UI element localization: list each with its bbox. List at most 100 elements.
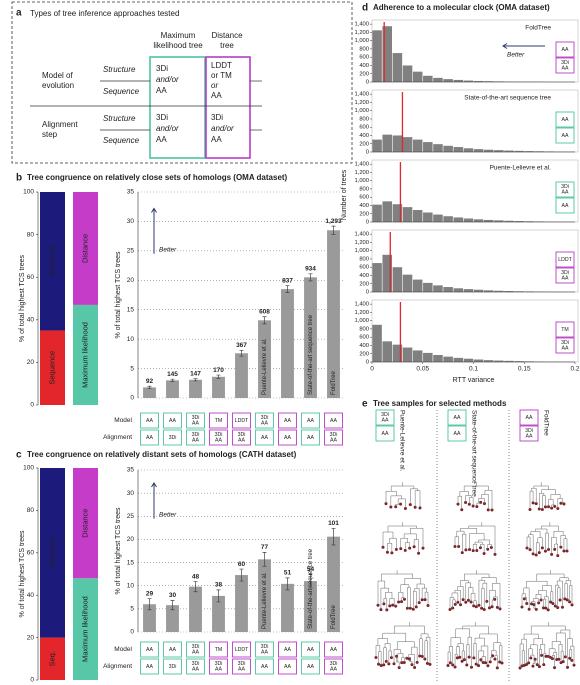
y-tick-label: 1,200: [354, 240, 369, 246]
method-token: AA: [215, 667, 222, 673]
count-label: 38: [215, 582, 223, 589]
y-tick-label: 80: [27, 507, 35, 514]
ml-content: 3Di: [156, 113, 168, 122]
y-tick-label: 60: [27, 274, 35, 281]
annotation: Better: [507, 52, 525, 59]
method-token: AA: [330, 667, 337, 673]
method-token: 3Di: [330, 432, 338, 438]
bar: [166, 605, 179, 632]
method-box: [232, 412, 251, 429]
method-box: [163, 641, 182, 658]
ml-content: and/or: [156, 124, 179, 133]
ml-content: and/or: [156, 75, 179, 84]
y-tick-label: 80: [27, 231, 35, 238]
bar: [258, 559, 271, 632]
stack-segment: [40, 468, 65, 638]
method-box: [232, 429, 251, 446]
y-tick-label: 40: [27, 592, 35, 599]
ml-content: AA: [156, 86, 167, 95]
bar-label: FoldTree: [331, 605, 337, 629]
histogram-bar: [423, 75, 433, 82]
distance-content: and/or: [211, 124, 234, 133]
method-token: AA: [562, 133, 569, 139]
y-tick-label: 200: [359, 351, 369, 357]
method-token: AA: [238, 667, 245, 673]
bar: [327, 230, 340, 398]
tree-branches: [521, 570, 573, 610]
histogram-bar: [412, 210, 423, 222]
method-token: AA: [169, 418, 176, 424]
method-token: AA: [562, 190, 569, 196]
histogram-bar: [402, 207, 413, 222]
method-token: AA: [562, 276, 569, 282]
method-box: [278, 641, 297, 658]
y-axis-label: Number of trees: [341, 169, 348, 220]
y-tick-label: 5: [130, 606, 134, 613]
stack-segment: [73, 468, 98, 579]
histogram-bar: [534, 151, 545, 152]
better-arrow: [151, 482, 157, 519]
column-label: Puente-Lelievre et al.: [398, 410, 405, 472]
method-token: AA: [382, 418, 389, 424]
y-tick-label: 15: [127, 306, 135, 313]
method-token: 3Di: [561, 270, 569, 276]
bar: [258, 320, 271, 398]
histogram-bar: [453, 288, 464, 292]
count-label: 92: [146, 378, 154, 385]
row-label: Model: [114, 417, 132, 424]
histogram-bar: [494, 290, 504, 292]
error-bar: [170, 600, 175, 611]
y-tick-label: 800: [359, 116, 369, 122]
count-label: 60: [238, 561, 246, 568]
method-box: [140, 658, 159, 675]
histogram-bar: [392, 204, 403, 222]
histogram-bar: [412, 71, 423, 82]
histogram-bar: [372, 204, 382, 222]
panel-title: Tree congruence on relatively close sets…: [27, 173, 288, 182]
error-bar: [216, 374, 221, 379]
method-box: [255, 412, 274, 429]
y-tick-label: 0: [366, 150, 369, 156]
histogram-bar: [483, 81, 494, 82]
bar: [235, 575, 248, 632]
input-label: Structure: [103, 65, 136, 74]
y-axis-label: % of total highest TCS trees: [115, 251, 122, 339]
method-box: [278, 412, 297, 429]
histogram-bar: [382, 134, 392, 152]
y-tick-label: 1,200: [354, 30, 369, 36]
bar: [281, 583, 294, 632]
y-tick-label: 10: [127, 582, 135, 589]
method-token: TM: [215, 418, 223, 424]
distance-box: [205, 56, 251, 159]
histogram-bar: [463, 218, 474, 222]
column-label: State-of-the-art sequence tree: [470, 410, 477, 497]
histogram-bar: [423, 352, 433, 362]
histogram-bar: [504, 291, 514, 292]
method-token: 3Di: [238, 432, 246, 438]
histogram-label: FoldTree: [525, 25, 551, 32]
panel-letter: b: [16, 173, 22, 184]
histogram-bar: [463, 148, 474, 152]
annotation: Better: [159, 511, 177, 518]
column-header: Distance: [211, 31, 243, 40]
tree-branches: [454, 522, 496, 555]
histogram-bar: [514, 221, 524, 222]
method-token: AA: [169, 647, 176, 653]
y-tick-label: 30: [127, 490, 135, 497]
histogram-bar: [494, 150, 504, 152]
histogram-bar: [463, 289, 474, 292]
tree-branches: [385, 482, 421, 509]
histogram-bar: [443, 356, 453, 362]
tree-branches: [526, 522, 568, 556]
y-tick-label: 400: [359, 133, 369, 139]
y-axis-label: % of total highest TCS trees: [19, 530, 26, 618]
method-box: [278, 429, 297, 446]
method-token: AA: [526, 415, 533, 421]
histogram-bar: [392, 344, 403, 362]
y-tick-label: 1,000: [354, 248, 369, 254]
count-label: 170: [213, 367, 224, 374]
y-tick-label: 35: [127, 467, 135, 474]
tree-branches: [377, 570, 429, 610]
histogram-bar: [372, 30, 382, 82]
panel-title: Adherence to a molecular clock (OMA data…: [373, 3, 550, 12]
